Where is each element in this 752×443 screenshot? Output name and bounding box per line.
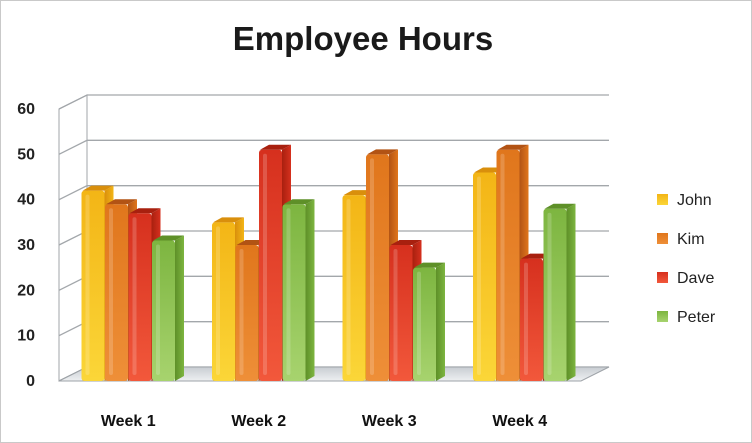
bar-highlight <box>477 176 481 375</box>
gridline <box>58 94 609 110</box>
bar-front <box>235 245 259 381</box>
bar <box>152 235 184 381</box>
bar-top <box>283 199 315 205</box>
legend-label: John <box>677 192 712 209</box>
bar-side <box>436 262 445 381</box>
x-tick-label: Week 2 <box>231 413 286 430</box>
gridline <box>58 185 609 201</box>
bar-highlight <box>417 271 421 375</box>
legend: John Kim Dave Peter <box>657 192 716 326</box>
bar-front <box>259 149 282 381</box>
bar-top <box>213 217 244 223</box>
legend-label: Dave <box>677 270 714 287</box>
legend-swatch <box>657 194 668 205</box>
bar-side <box>305 199 315 381</box>
x-tick-label: Week 4 <box>492 413 547 430</box>
legend-label: Peter <box>677 309 716 326</box>
y-tick-label: 0 <box>26 373 35 390</box>
x-tick-label: Week 3 <box>362 413 417 430</box>
bar-highlight <box>500 153 505 375</box>
bar <box>282 199 315 381</box>
y-tick-label: 20 <box>17 282 35 299</box>
bar-front <box>105 204 128 381</box>
legend-item: Dave <box>657 270 714 287</box>
bar-front <box>212 222 235 381</box>
bar-highlight <box>239 249 244 375</box>
bar-front <box>282 204 306 381</box>
bar-top <box>497 144 529 150</box>
bar-front <box>543 208 567 381</box>
bar-front <box>152 240 175 381</box>
bar-top <box>129 208 161 214</box>
bar-highlight <box>524 262 528 375</box>
bar-front <box>496 149 520 381</box>
y-tick-label: 30 <box>17 237 35 254</box>
bar-highlight <box>346 199 351 375</box>
bar-top <box>390 240 422 245</box>
bar-highlight <box>85 194 90 375</box>
legend-label: Kim <box>677 231 705 248</box>
bar-highlight <box>216 226 220 375</box>
bar-front <box>413 267 436 381</box>
x-tick-label: Week 1 <box>101 413 156 430</box>
bar-front <box>520 258 543 381</box>
bar-highlight <box>156 244 160 375</box>
bar-front <box>389 245 413 381</box>
legend-item: John <box>657 192 712 209</box>
bar-highlight <box>109 208 113 375</box>
y-axis-ticks: 0 10 20 30 40 50 60 <box>17 101 35 390</box>
y-tick-label: 40 <box>17 192 35 209</box>
bar-top <box>82 185 114 191</box>
legend-swatch <box>657 311 668 322</box>
bar-top <box>367 149 398 155</box>
bar-front <box>128 213 152 381</box>
y-tick-label: 60 <box>17 101 35 118</box>
bar-highlight <box>547 212 552 375</box>
bar-top <box>544 203 576 209</box>
bar-top <box>106 199 137 205</box>
bar-front <box>342 195 366 381</box>
bar-side <box>175 235 184 381</box>
x-axis-categories: Week 1 Week 2 Week 3 Week 4 <box>101 413 547 430</box>
chart-title: Employee Hours <box>233 20 493 57</box>
bar-front <box>81 190 105 381</box>
bars <box>81 144 576 381</box>
bar-highlight <box>132 217 137 375</box>
legend-swatch <box>657 233 668 244</box>
bar-highlight <box>286 208 291 375</box>
bar <box>543 203 576 381</box>
bar-highlight <box>263 153 267 375</box>
legend-item: Peter <box>657 309 716 326</box>
y-tick-label: 10 <box>17 328 35 345</box>
bar-front <box>366 154 389 381</box>
bar-top <box>414 262 445 268</box>
legend-item: Kim <box>657 231 705 248</box>
bar-top <box>153 235 184 241</box>
y-tick-label: 50 <box>17 146 35 163</box>
bar-highlight <box>393 249 398 375</box>
bar <box>413 262 445 381</box>
bar-front <box>473 172 496 381</box>
gridline <box>58 139 609 155</box>
bar-top <box>260 144 291 150</box>
bar-side <box>566 203 576 381</box>
legend-swatch <box>657 272 668 283</box>
bar-highlight <box>370 158 374 375</box>
